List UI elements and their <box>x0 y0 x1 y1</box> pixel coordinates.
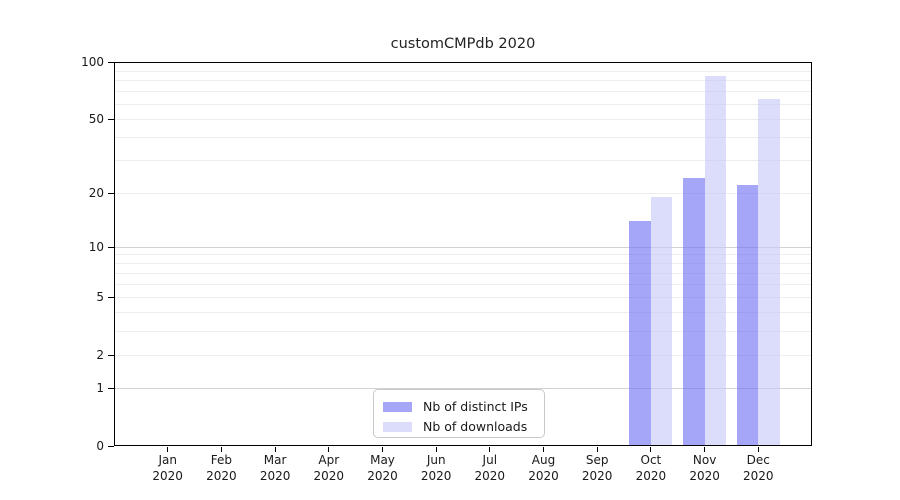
gridline-minor-4 <box>114 312 812 314</box>
gridline-minor-7 <box>114 273 812 274</box>
x-tick-label-sep: Sep 2020 <box>581 453 613 483</box>
legend-item-downloads: Nb of downloads <box>383 417 535 436</box>
x-tick-mar <box>274 447 276 452</box>
y-tick-0 <box>108 446 114 447</box>
y-tick-label-100: 100 <box>81 55 104 69</box>
x-tick-label-mar: Mar 2020 <box>259 453 291 483</box>
x-tick-label-aug: Aug 2020 <box>528 453 559 483</box>
x-tick-label-nov: Nov 2020 <box>689 453 720 483</box>
x-tick-label-feb: Feb 2020 <box>206 453 237 483</box>
y-tick-label-0: 0 <box>96 439 104 453</box>
x-tick-jul <box>489 447 491 452</box>
y-tick-5 <box>108 296 114 298</box>
x-tick-sep <box>596 447 598 452</box>
x-tick-label-oct: Oct 2020 <box>635 453 667 483</box>
y-tick-2 <box>108 354 114 356</box>
legend-label-downloads: Nb of downloads <box>423 419 528 434</box>
x-tick-label-jun: Jun 2020 <box>420 453 452 483</box>
gridline-minor-20 <box>114 192 812 194</box>
y-tick-1 <box>108 388 114 390</box>
y-tick-10 <box>108 246 114 248</box>
legend-swatch-downloads <box>383 421 412 432</box>
plot-area <box>114 62 812 446</box>
gridline-minor-9 <box>114 254 812 256</box>
bar-layer <box>114 62 812 446</box>
x-tick-jun <box>435 447 437 452</box>
grid-layer <box>114 62 812 446</box>
x-tick-apr <box>328 447 330 452</box>
gridline-minor-40 <box>114 137 812 138</box>
chart-title: customCMPdb 2020 <box>390 36 536 52</box>
gridline-minor-70 <box>114 91 812 93</box>
bar-dec-2020-nb-of-downloads <box>758 98 780 446</box>
x-tick-nov <box>704 447 706 452</box>
y-tick-label-1: 1 <box>96 381 104 396</box>
gridline-minor-90 <box>114 70 812 72</box>
gridline-minor-8 <box>114 263 812 265</box>
y-tick-20 <box>108 192 114 194</box>
gridline-minor-60 <box>114 104 812 105</box>
x-tick-label-may: May 2020 <box>367 453 398 483</box>
x-tick-aug <box>543 447 544 452</box>
x-tick-label-jan: Jan 2020 <box>152 453 183 483</box>
bar-oct-2020-nb-of-distinct-ips <box>629 220 651 446</box>
y-tick-50 <box>108 118 114 120</box>
x-tick-dec <box>757 447 759 452</box>
bar-nov-2020-nb-of-distinct-ips <box>683 178 705 446</box>
y-tick-100 <box>108 62 114 63</box>
y-tick-label-20: 20 <box>88 185 104 200</box>
y-tick-label-10: 10 <box>88 239 104 254</box>
legend-item-distinct-ips: Nb of distinct IPs <box>383 397 535 416</box>
gridline-minor-2 <box>114 354 812 356</box>
y-tick-label-50: 50 <box>88 111 104 126</box>
gridline-minor-3 <box>114 330 812 332</box>
legend-label-distinct-ips: Nb of distinct IPs <box>423 399 528 414</box>
x-tick-feb <box>220 447 222 452</box>
gridline-minor-80 <box>114 80 812 82</box>
bar-nov-2020-nb-of-downloads <box>704 76 727 446</box>
gridline-minor-30 <box>114 160 812 162</box>
x-tick-label-dec: Dec 2020 <box>743 453 774 483</box>
gridline-major-1 <box>114 388 812 390</box>
bar-dec-2020-nb-of-distinct-ips <box>736 185 759 446</box>
y-tick-label-2: 2 <box>96 347 104 362</box>
legend-swatch-distinct-ips <box>383 401 412 412</box>
gridline-minor-5 <box>114 296 812 298</box>
y-tick-label-5: 5 <box>96 289 104 304</box>
legend: Nb of distinct IPs Nb of downloads <box>373 389 545 438</box>
x-tick-may <box>382 447 383 452</box>
gridline-minor-6 <box>114 284 812 286</box>
gridline-major-10 <box>114 246 812 248</box>
x-tick-jan <box>167 447 169 452</box>
x-tick-oct <box>650 447 652 452</box>
x-tick-label-jul: Jul 2020 <box>474 453 506 483</box>
x-tick-label-apr: Apr 2020 <box>313 453 345 483</box>
gridline-minor-50 <box>114 118 812 120</box>
bar-oct-2020-nb-of-downloads <box>650 196 673 446</box>
